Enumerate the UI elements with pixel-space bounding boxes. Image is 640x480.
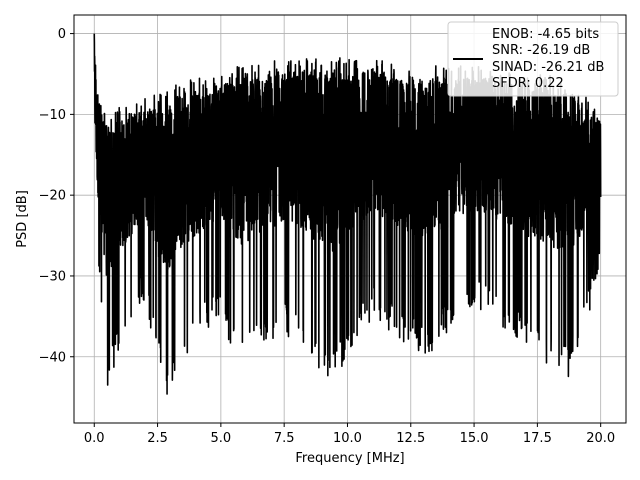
plot-frame [73, 14, 627, 424]
x-axis-label: Frequency [MHz] [295, 451, 404, 466]
y-tick-label: −30 [39, 269, 66, 284]
x-tick-label: 15.0 [460, 431, 489, 446]
legend-entry-enob: ENOB: -4.65 bits [492, 27, 599, 42]
legend: ENOB: -4.65 bits SNR: -26.19 dB SINAD: -… [447, 21, 619, 97]
legend-entry-sfdr: SFDR: 0.22 [492, 76, 564, 91]
y-tick-label: −10 [39, 108, 66, 123]
x-tick-label: 17.5 [523, 431, 552, 446]
x-tick-label: 0.0 [84, 431, 105, 446]
legend-entry-sinad: SINAD: -26.21 dB [492, 60, 604, 75]
legend-box [447, 21, 619, 97]
x-axis-ticks: 0.0 2.5 5.0 7.5 10.0 12.5 15.0 17.5 20.0 [84, 423, 615, 446]
y-axis-ticks: 0 −10 −20 −30 −40 [39, 27, 74, 365]
y-tick-label: −40 [39, 350, 66, 365]
x-tick-label: 7.5 [274, 431, 295, 446]
x-tick-label: 2.5 [147, 431, 168, 446]
y-axis-label: PSD [dB] [15, 190, 30, 248]
y-tick-label: −20 [39, 189, 66, 204]
legend-entry-snr: SNR: -26.19 dB [492, 43, 590, 58]
psd-series-line [93, 33, 602, 395]
x-tick-label: 12.5 [396, 431, 425, 446]
y-tick-label: 0 [58, 27, 66, 42]
x-tick-label: 5.0 [211, 431, 232, 446]
plot-area [93, 33, 602, 395]
x-tick-label: 10.0 [333, 431, 362, 446]
x-tick-label: 20.0 [586, 431, 615, 446]
